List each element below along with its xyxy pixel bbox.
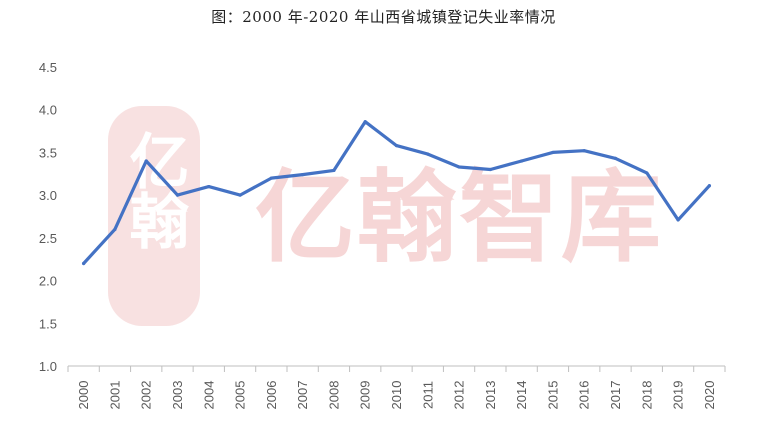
data-point [520,159,524,163]
chart-title: 图：2000 年-2020 年山西省城镇登记失业率情况 [211,8,556,26]
data-point [582,149,586,153]
data-point [645,171,649,175]
data-point [113,227,117,231]
y-tick-label: 2.5 [39,231,57,246]
data-point [363,120,367,124]
x-tick-label: 2013 [483,381,498,410]
y-tick-label: 1.5 [39,316,57,331]
x-tick-label: 2000 [76,381,91,410]
x-tick-label: 2004 [201,381,216,410]
x-tick-label: 2008 [326,381,341,410]
y-tick-label: 3.5 [39,145,57,160]
data-point [301,173,305,177]
x-tick-label: 2020 [702,381,717,410]
watermark-seal-text: 亿翰 [119,130,189,250]
axes [67,365,726,372]
data-point [551,150,555,155]
data-point [707,184,711,188]
x-tick-label: 2016 [577,381,592,410]
data-point [488,167,492,172]
watermark: 亿翰 亿翰智库 [108,106,663,326]
series-layer [81,120,712,266]
watermark-seal [108,106,200,326]
x-tick-label: 2010 [389,381,404,410]
x-tick-label: 2014 [514,381,529,410]
x-tick-label: 2012 [452,381,467,410]
data-point [394,143,399,148]
data-point [207,185,211,189]
x-tick-label: 2015 [545,381,560,410]
x-tick-label: 2019 [671,381,686,410]
data-point [426,152,430,156]
data-point [238,193,242,197]
y-tick-label: 4.5 [39,60,57,75]
x-tick-label: 2006 [264,381,279,410]
x-tick-label: 2018 [639,381,654,410]
data-point [175,193,180,197]
data-point [82,261,86,266]
data-point [269,176,273,180]
y-tick-label: 3.0 [39,188,57,203]
x-tick-label: 2001 [107,381,122,410]
x-tick-label: 2005 [233,381,248,410]
data-point [332,168,336,172]
tick-labels: 1.0 1.5 2.0 2.5 3.0 3.5 4.0 4.5 2000 2001 2002 2003… [39,60,717,409]
data-point [457,165,461,169]
x-tick-label: 2009 [358,381,373,410]
x-tick-label: 2017 [608,381,623,410]
watermark-text: 亿翰智库 [255,159,663,276]
x-tick-label: 2011 [420,381,435,409]
y-tick-label: 1.0 [39,359,57,374]
data-point [613,156,618,161]
y-tick-label: 4.0 [39,103,57,118]
x-tick-label: 2002 [139,381,154,410]
x-tick-label: 2007 [295,381,310,410]
y-tick-label: 2.0 [39,274,57,289]
data-point [144,159,148,163]
x-tick-label: 2003 [170,381,185,410]
data-point [676,218,680,222]
